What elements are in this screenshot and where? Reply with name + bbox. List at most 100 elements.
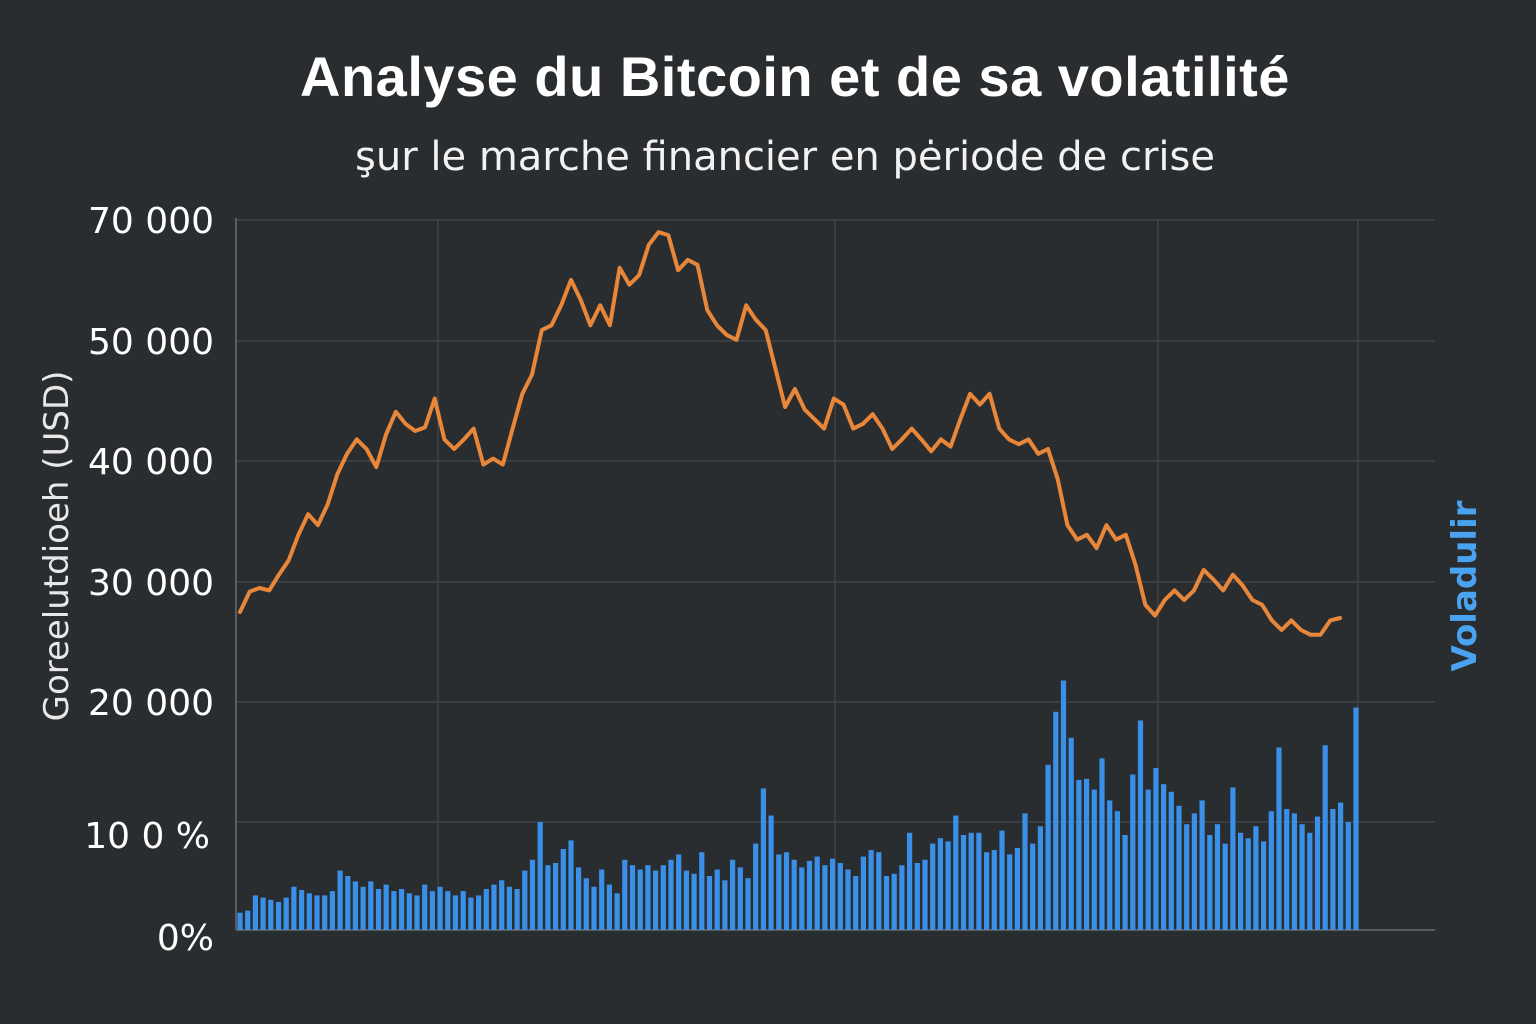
volatility-bar bbox=[1099, 758, 1105, 930]
volatility-bar bbox=[907, 832, 913, 930]
volatility-bar bbox=[1091, 789, 1097, 930]
volatility-bar bbox=[1130, 774, 1136, 930]
volatility-bar bbox=[660, 865, 666, 930]
y-tick-label: 50 000 bbox=[88, 322, 214, 363]
volatility-bar bbox=[676, 854, 682, 930]
volatility-bar bbox=[1207, 835, 1213, 930]
volatility-bar bbox=[799, 867, 805, 930]
volatility-bar bbox=[306, 893, 312, 930]
volatility-bar bbox=[1230, 787, 1236, 930]
volatility-bar bbox=[406, 893, 412, 930]
volatility-bar bbox=[930, 843, 936, 930]
volatility-bar bbox=[483, 889, 489, 930]
volatility-bar bbox=[1153, 768, 1159, 930]
volatility-bar bbox=[1338, 802, 1344, 930]
volatility-bar bbox=[368, 881, 374, 930]
volatility-bar bbox=[1261, 841, 1267, 930]
volatility-bar bbox=[299, 890, 305, 930]
chart-title: Analyse du Bitcoin et de sa volatilité bbox=[300, 45, 1290, 108]
volatility-bar bbox=[722, 880, 728, 930]
volatility-bar bbox=[445, 891, 451, 930]
volatility-bar bbox=[252, 895, 258, 930]
volatility-bar bbox=[668, 859, 674, 930]
volatility-bar bbox=[1114, 811, 1120, 930]
volatility-bar bbox=[1222, 843, 1228, 930]
volatility-bar bbox=[1191, 813, 1197, 930]
y-tick-label: 40 000 bbox=[88, 442, 214, 483]
volatility-bar bbox=[822, 865, 828, 930]
volatility-bar bbox=[883, 876, 890, 930]
volatility-bar bbox=[1214, 824, 1221, 930]
volatility-bar bbox=[360, 886, 366, 930]
volatility-bar bbox=[506, 886, 512, 930]
volatility-bar bbox=[891, 873, 897, 930]
volatility-bar bbox=[922, 859, 928, 930]
volatility-bar bbox=[968, 832, 974, 930]
volatility-bar bbox=[545, 865, 551, 930]
volatility-bar bbox=[460, 891, 466, 930]
volatility-bar bbox=[1245, 838, 1251, 930]
price-line-group bbox=[238, 230, 1342, 637]
volatility-bar bbox=[945, 841, 951, 930]
volatility-bar bbox=[345, 876, 351, 930]
volatility-bar bbox=[737, 867, 743, 930]
volatility-bar bbox=[529, 859, 536, 930]
volatility-bar bbox=[583, 878, 589, 930]
volatility-bar bbox=[275, 901, 282, 930]
volatility-bar bbox=[699, 852, 705, 930]
volatility-bar bbox=[422, 884, 428, 930]
volatility-bar bbox=[1184, 824, 1190, 930]
volatility-bar bbox=[991, 850, 997, 930]
volatility-bar bbox=[860, 856, 866, 930]
volatility-bar bbox=[806, 860, 813, 930]
volatility-bar bbox=[1299, 824, 1305, 930]
volatility-bar bbox=[853, 876, 859, 930]
volatility-bar bbox=[375, 889, 382, 930]
volatility-bar bbox=[953, 815, 959, 930]
volatility-bar bbox=[899, 865, 905, 930]
volatility-bar bbox=[1030, 843, 1036, 930]
volatility-bar bbox=[560, 849, 566, 930]
volatility-bar bbox=[268, 899, 274, 930]
volatility-bar bbox=[629, 865, 636, 930]
y-tick-label: 0% bbox=[157, 918, 214, 959]
volatility-bar bbox=[1322, 745, 1328, 930]
y-axis-label: Goreelutdioeh (USD) bbox=[37, 371, 77, 722]
volatility-bar bbox=[1145, 789, 1151, 930]
volatility-bar bbox=[514, 889, 520, 930]
volatility-bar bbox=[337, 870, 343, 930]
volatility-bar bbox=[1284, 809, 1290, 930]
volatility-bar bbox=[768, 815, 774, 930]
volatility-bar bbox=[960, 835, 967, 930]
volatility-bar bbox=[476, 895, 482, 930]
volatility-bar bbox=[291, 886, 297, 930]
volatility-bar bbox=[937, 838, 943, 930]
volatility-bar bbox=[491, 884, 497, 930]
volatility-bar bbox=[537, 822, 543, 930]
volatility-bar bbox=[683, 870, 689, 930]
y-tick-label: 30 000 bbox=[88, 563, 214, 604]
volatility-bar bbox=[1045, 764, 1051, 930]
volatility-bar bbox=[814, 856, 820, 930]
volatility-bar bbox=[499, 880, 505, 930]
volatility-bar bbox=[868, 850, 874, 930]
volatility-bar bbox=[645, 865, 651, 930]
volatility-bar bbox=[429, 891, 435, 930]
volatility-bar bbox=[568, 840, 574, 930]
volatility-bar bbox=[391, 891, 397, 930]
volatility-bar bbox=[914, 863, 920, 930]
y-tick-label: 10 0 % bbox=[84, 816, 210, 857]
y-tick-label: 20 000 bbox=[88, 683, 214, 724]
volatility-bar bbox=[1107, 800, 1113, 930]
volatility-bar bbox=[1168, 791, 1174, 930]
volatility-bar bbox=[576, 867, 582, 930]
volatility-bar bbox=[1161, 784, 1167, 930]
volatility-bar bbox=[614, 893, 620, 930]
volatility-bar bbox=[976, 832, 982, 930]
volatility-bar bbox=[437, 886, 443, 930]
y-tick-labels: 70 000 50 000 40 000 30 000 20 000 10 0 … bbox=[84, 201, 214, 959]
volatility-bar bbox=[783, 852, 790, 930]
volatility-bar bbox=[1268, 811, 1274, 930]
volatility-bar bbox=[1068, 737, 1074, 930]
volatility-bar bbox=[237, 912, 243, 930]
